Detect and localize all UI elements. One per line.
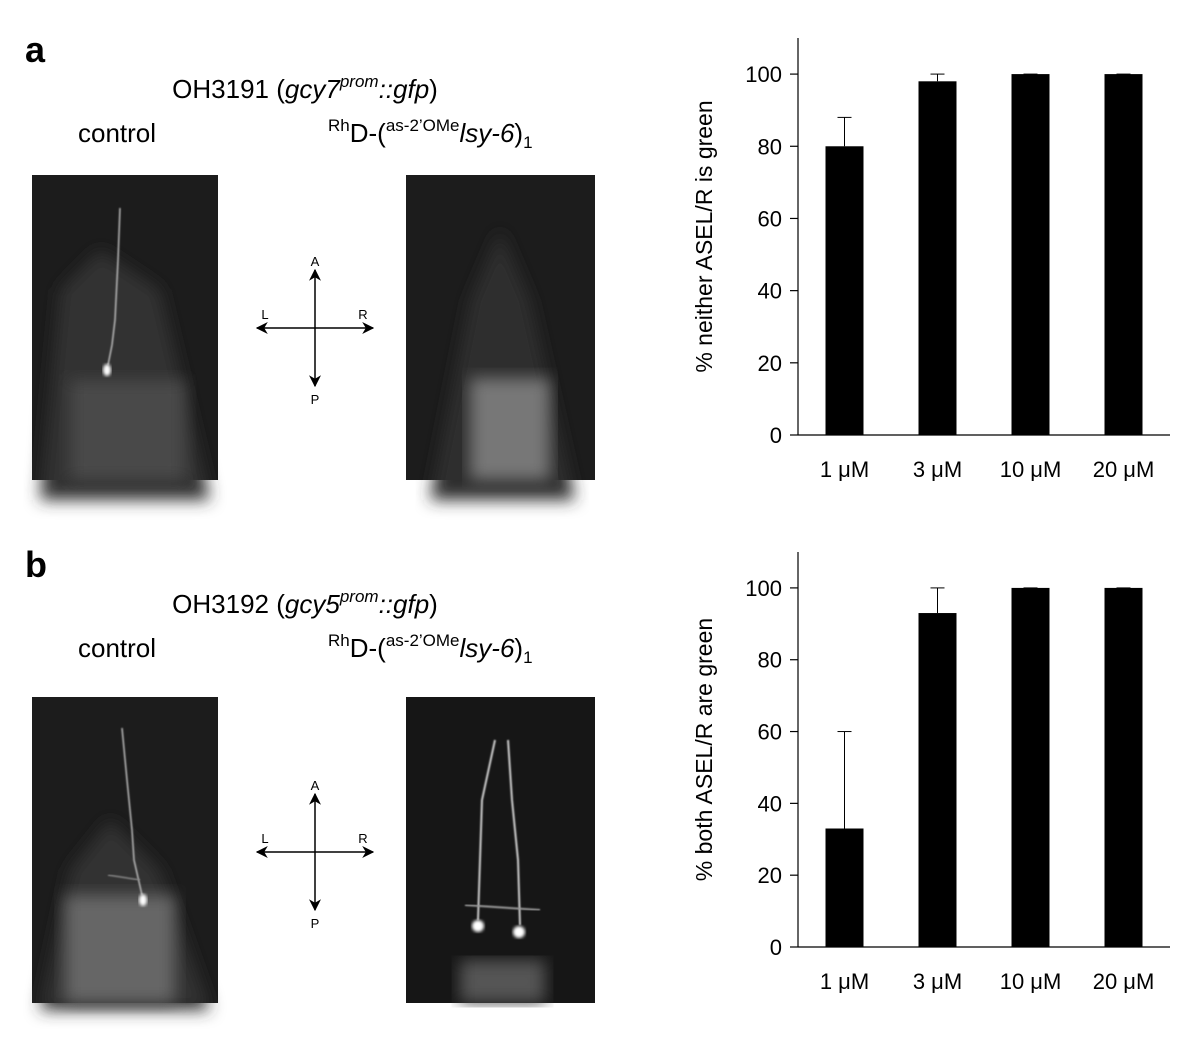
x-tick-label: 20 μM: [1093, 457, 1155, 482]
x-tick-label: 10 μM: [1000, 457, 1062, 482]
x-tick-label: 10 μM: [1000, 969, 1062, 994]
strain-sup: prom: [339, 587, 379, 606]
bar: [918, 81, 957, 436]
strain-text: ): [429, 589, 438, 619]
sup: as-2’OMe: [386, 631, 460, 650]
micrograph: [406, 175, 595, 500]
y-tick-label: 80: [758, 134, 782, 159]
bar: [918, 613, 957, 947]
text: D-(: [350, 633, 386, 663]
condition-label: RhD-(as-2’OMelsy-6)1: [328, 631, 533, 667]
compass-label: L: [261, 307, 268, 322]
strain-text: OH3191 (: [172, 74, 285, 104]
micrograph: [32, 697, 218, 1010]
y-tick-label: 80: [758, 648, 782, 673]
y-axis-label: % both ASEL/R are green: [691, 618, 717, 881]
compass-label: P: [311, 392, 320, 407]
panel-label: a: [25, 29, 46, 70]
strain-gene: ::gfp: [379, 74, 430, 104]
strain-gene: gcy5: [285, 589, 340, 619]
strain-text: ): [429, 74, 438, 104]
compass-label: A: [311, 778, 320, 793]
compass-label: A: [311, 254, 320, 269]
y-tick-label: 20: [758, 351, 782, 376]
x-tick-label: 1 μM: [820, 457, 869, 482]
sup: Rh: [328, 116, 350, 135]
micrograph: [406, 697, 595, 1003]
condition-label: control: [78, 118, 156, 148]
x-tick-label: 1 μM: [820, 969, 869, 994]
sup: as-2’OMe: [386, 116, 460, 135]
y-tick-label: 20: [758, 863, 782, 888]
sup: Rh: [328, 631, 350, 650]
bar: [825, 146, 864, 436]
x-tick-label: 20 μM: [1093, 969, 1155, 994]
y-tick-label: 0: [770, 423, 782, 448]
compass-label: R: [358, 307, 367, 322]
strain-title: OH3192 (gcy5prom::gfp): [172, 587, 438, 619]
micrograph: [32, 175, 218, 500]
condition-label: RhD-(as-2’OMelsy-6)1: [328, 116, 533, 152]
condition-label: control: [78, 633, 156, 663]
sub: 1: [523, 133, 532, 152]
text: ): [514, 633, 523, 663]
panel-label: b: [25, 544, 47, 585]
gene: lsy-6: [460, 633, 515, 663]
strain-text: OH3192 (: [172, 589, 285, 619]
strain-sup: prom: [339, 72, 379, 91]
y-tick-label: 100: [745, 62, 782, 87]
text: ): [514, 118, 523, 148]
y-tick-label: 100: [745, 576, 782, 601]
strain-gene: gcy7: [285, 74, 341, 104]
y-tick-label: 40: [758, 791, 782, 816]
y-tick-label: 40: [758, 279, 782, 304]
bar: [1011, 587, 1050, 947]
bar: [1011, 74, 1050, 435]
x-tick-label: 3 μM: [913, 969, 962, 994]
compass-label: P: [311, 916, 320, 931]
gene: lsy-6: [460, 118, 515, 148]
text: D-(: [350, 118, 386, 148]
sub: 1: [523, 648, 532, 667]
y-tick-label: 60: [758, 720, 782, 745]
bar: [1104, 587, 1143, 947]
y-tick-label: 0: [770, 935, 782, 960]
y-tick-label: 60: [758, 206, 782, 231]
x-tick-label: 3 μM: [913, 457, 962, 482]
y-axis-label: % neither ASEL/R is green: [691, 100, 717, 372]
bar: [825, 828, 864, 947]
strain-title: OH3191 (gcy7prom::gfp): [172, 72, 438, 104]
strain-gene: ::gfp: [379, 589, 430, 619]
compass-label: R: [358, 831, 367, 846]
bar: [1104, 74, 1143, 435]
compass-label: L: [261, 831, 268, 846]
